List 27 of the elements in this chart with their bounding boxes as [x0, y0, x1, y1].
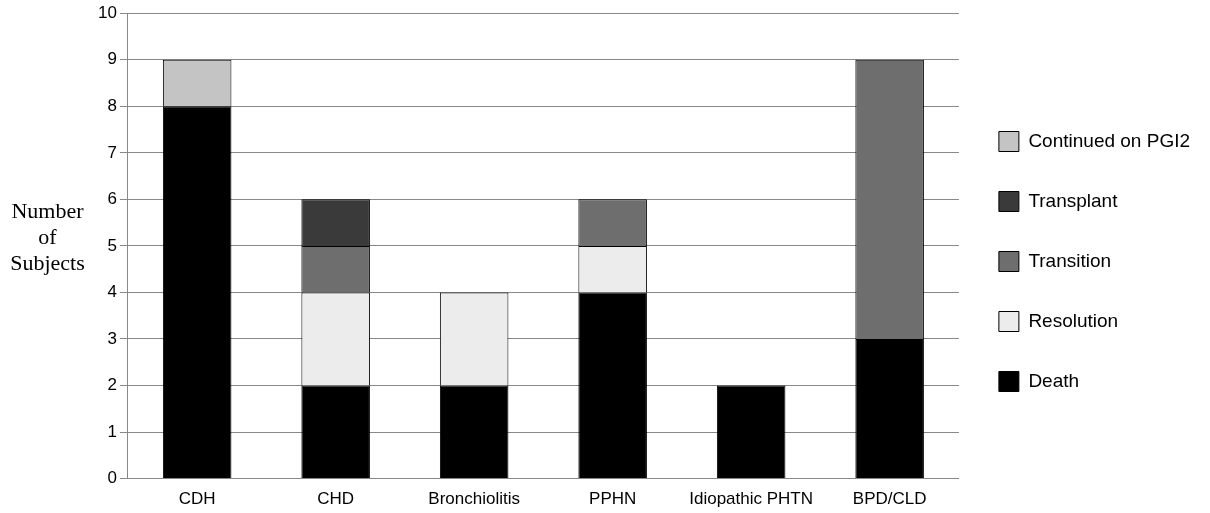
legend-label: Resolution [1028, 309, 1119, 331]
y-tick-label: 6 [107, 189, 117, 209]
y-axis-title: Number of Subjects [9, 197, 86, 277]
y-tick-label: 2 [107, 375, 117, 395]
x-tick-label: PPHN [589, 489, 637, 509]
y-tick-label: 7 [107, 142, 117, 162]
y-tick-label: 8 [107, 95, 117, 115]
bar [301, 385, 370, 479]
y-tick-label: 10 [97, 2, 117, 22]
y-tick-label: 0 [107, 468, 117, 488]
bar [578, 292, 647, 479]
y-tick-label: 3 [107, 328, 117, 348]
y-tick-label: 4 [107, 282, 117, 302]
legend-label: Death [1028, 369, 1080, 391]
y-tick-label: 9 [107, 49, 117, 69]
x-tick-label: BPD/CLD [852, 489, 927, 509]
bar [855, 338, 924, 479]
legend-label: Transplant [1028, 189, 1119, 211]
x-tick-label: Bronchiolitis [428, 489, 520, 509]
x-tick-label: Idiopathic PHTN [689, 489, 814, 509]
bar [716, 385, 786, 479]
legend-label: Transition [1028, 249, 1112, 271]
y-tick-label: 1 [107, 421, 117, 441]
x-tick-label: CHD [317, 489, 355, 509]
x-tick-label: CDH [178, 489, 216, 509]
legend-label: Continued on PGI2 [1028, 129, 1191, 151]
y-tick-label: 5 [107, 235, 117, 255]
